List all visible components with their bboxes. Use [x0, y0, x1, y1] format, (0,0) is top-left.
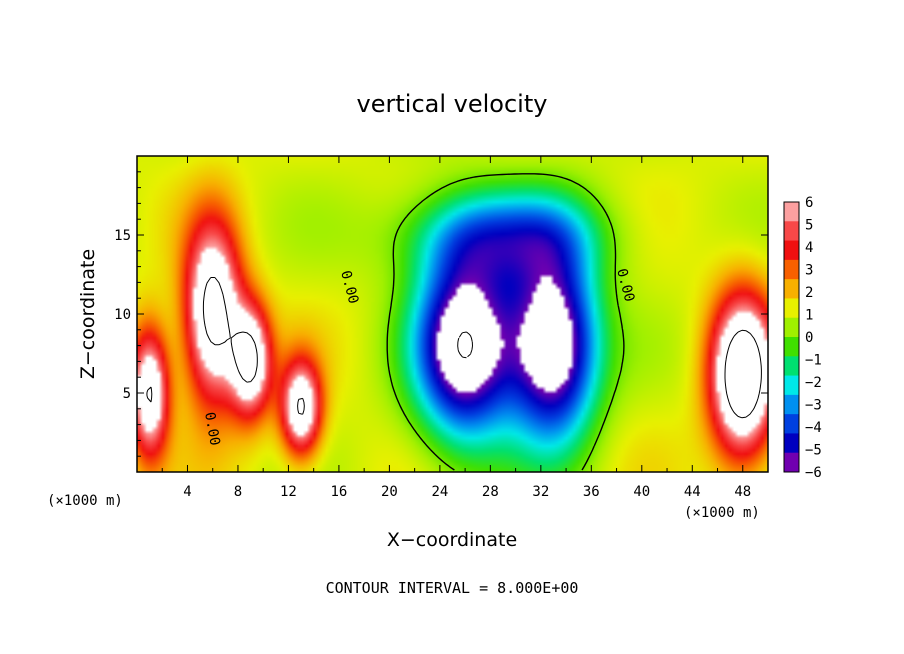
colorbar-swatch	[784, 337, 799, 357]
x-tick-label: 48	[734, 484, 751, 500]
y-tick-label: 5	[123, 386, 131, 402]
y-tick-label: 15	[114, 228, 131, 244]
colorbar-swatch	[784, 202, 799, 222]
y-axis-label: Z−coordinate	[77, 249, 99, 379]
colorbar-swatch	[784, 452, 799, 473]
contour-line	[146, 277, 762, 419]
contour-line	[386, 173, 625, 471]
x-tick-label: 28	[482, 484, 499, 500]
colorbar-label: −6	[805, 465, 822, 481]
colorbar-swatch	[784, 394, 799, 415]
x-tick-label: 44	[684, 484, 701, 500]
colorbar-label: 1	[805, 308, 813, 324]
x-unit-label-left: (×1000 m)	[47, 493, 123, 509]
colorbar-swatch	[784, 259, 799, 280]
y-axis-ticks: 5 10 15	[114, 171, 768, 457]
x-tick-label: 32	[532, 484, 549, 500]
colorbar-label: 0	[805, 330, 813, 346]
x-tick-label: 8	[234, 484, 242, 500]
colorbar-swatch	[784, 375, 799, 396]
x-axis-ticks: 4 8 12 16 20 24 28 32 36 40 44 48	[161, 156, 751, 500]
colorbar-label: 2	[805, 285, 813, 301]
colorbar-label: −5	[805, 443, 822, 459]
colorbar-label: −2	[805, 375, 822, 391]
x-tick-label: 16	[330, 484, 347, 500]
colorbar-swatch	[784, 356, 799, 377]
x-tick-label: 40	[633, 484, 650, 500]
x-unit-label-right: (×1000 m)	[684, 505, 760, 521]
colorbar-swatch	[784, 414, 799, 434]
y-tick-label: 10	[114, 307, 131, 323]
colorbar-frame	[783, 201, 800, 473]
x-tick-label: 20	[381, 484, 398, 500]
colorbar-label: −1	[805, 353, 822, 369]
contour-line	[457, 331, 473, 359]
colorbar: 6 5 4 3 2 1 0 −1 −2 −3 −4 −5 −6	[783, 195, 822, 481]
colorbar-label: 6	[805, 195, 813, 211]
contour-interval-note: CONTOUR INTERVAL = 8.000E+00	[326, 579, 579, 597]
x-tick-label: 4	[183, 484, 191, 500]
x-tick-label: 36	[583, 484, 600, 500]
x-tick-label: 12	[280, 484, 297, 500]
colorbar-label: 3	[805, 263, 813, 279]
colorbar-swatch	[784, 279, 799, 299]
colorbar-label: −4	[805, 420, 822, 436]
colorbar-label: 5	[805, 218, 813, 234]
x-tick-label: 24	[431, 484, 448, 500]
contour-lines	[146, 173, 762, 471]
colorbar-swatch	[784, 317, 799, 338]
x-axis-label: X−coordinate	[387, 529, 517, 551]
colorbar-swatch	[784, 433, 799, 454]
colorbar-swatch	[784, 221, 799, 242]
contour-label: 0.00	[201, 411, 223, 447]
colorbar-label: 4	[805, 240, 813, 256]
chart-title: vertical velocity	[357, 90, 548, 118]
colorbar-label: −3	[805, 398, 822, 414]
colorbar-swatch	[784, 298, 799, 319]
colorbar-swatch	[784, 240, 799, 261]
heatmap-field	[137, 156, 768, 472]
